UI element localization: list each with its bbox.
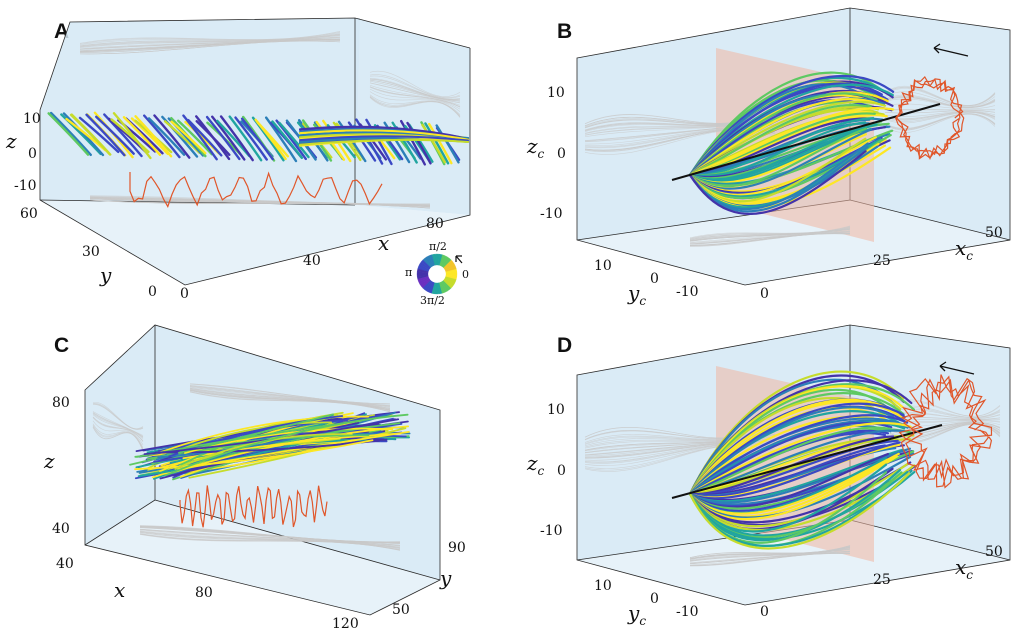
panel-a: A 10 0 -10 z 60 30 0 y 0 40 80 x [5, 18, 470, 302]
panel-c-letter: C [54, 334, 69, 357]
panel-c-zlabel: z [43, 449, 55, 473]
panel-a-xtick: 40 [303, 253, 321, 269]
panel-a-ylabel: y [99, 263, 112, 287]
panel-d-ztick: 10 [547, 402, 565, 418]
panel-c-xlabel: x [114, 578, 125, 602]
panel-b: B 10 0 -10 zc 10 0 -10 yc 0 25 50 xc [526, 8, 1010, 308]
panel-b-xtick: 50 [985, 225, 1003, 241]
panel-c-xtick: 80 [195, 585, 213, 601]
panel-c-xtick: 40 [56, 556, 74, 572]
panel-b-ytick: 10 [594, 258, 612, 274]
panel-a-zlabel: z [5, 129, 17, 153]
panel-b-xtick: 0 [760, 286, 769, 302]
panel-d-xtick: 25 [873, 572, 891, 588]
panel-d-ytick: -10 [676, 604, 699, 620]
panel-b-zlabel: zc [526, 134, 545, 161]
panel-c-ztick: 80 [52, 395, 70, 411]
panel-b-ztick: 10 [547, 85, 565, 101]
panel-b-letter: B [557, 20, 572, 43]
panel-a-xlabel: x [378, 231, 389, 255]
panel-c-ztick: 40 [52, 521, 70, 537]
panel-d: D 10 0 -10 zc 10 0 -10 yc 0 25 50 xc [526, 325, 1010, 628]
phase-label-left: π [405, 266, 412, 279]
phase-label-bottom: 3π/2 [420, 294, 445, 307]
arrow-icon [456, 256, 462, 263]
panel-c-xtick: 120 [332, 616, 359, 632]
panel-c: C 80 40 z 40 80 120 x 90 50 y [43, 325, 466, 632]
panel-d-ytick: 0 [650, 591, 659, 607]
panel-c-ytick: 50 [392, 602, 410, 618]
panel-a-right-wall [355, 18, 470, 215]
phase-wheel-ring [417, 254, 457, 294]
panel-d-xtick: 50 [985, 544, 1003, 560]
panel-a-ztick: 10 [23, 111, 41, 127]
panel-b-ylabel: yc [627, 281, 646, 308]
panel-d-xtick: 0 [760, 604, 769, 620]
panel-b-xtick: 25 [873, 253, 891, 269]
panel-a-xtick: 80 [426, 216, 444, 232]
phase-label-right: 0 [462, 268, 469, 281]
panel-b-ztick: 0 [557, 146, 566, 162]
panel-a-ytick: 30 [82, 244, 100, 260]
panel-a-xtick: 0 [180, 286, 189, 302]
panel-b-ztick: -10 [540, 206, 563, 222]
panel-d-ylabel: yc [627, 601, 646, 628]
panel-c-ytick: 90 [448, 540, 466, 556]
panel-d-zlabel: zc [526, 451, 545, 478]
panel-d-ytick: 10 [594, 578, 612, 594]
phase-color-wheel: π/2 π 0 3π/2 [405, 240, 469, 307]
phase-label-top: π/2 [429, 240, 447, 253]
panel-a-ytick: 60 [20, 206, 38, 222]
panel-d-ztick: -10 [540, 523, 563, 539]
panel-a-ytick: 0 [148, 284, 157, 300]
panel-d-letter: D [557, 334, 572, 357]
panel-a-ztick: -10 [14, 178, 37, 194]
panel-d-ztick: 0 [557, 463, 566, 479]
panel-a-ztick: 0 [28, 146, 37, 162]
panel-b-ytick: 0 [650, 271, 659, 287]
panel-c-ylabel: y [439, 566, 452, 590]
panel-b-ytick: -10 [676, 284, 699, 300]
